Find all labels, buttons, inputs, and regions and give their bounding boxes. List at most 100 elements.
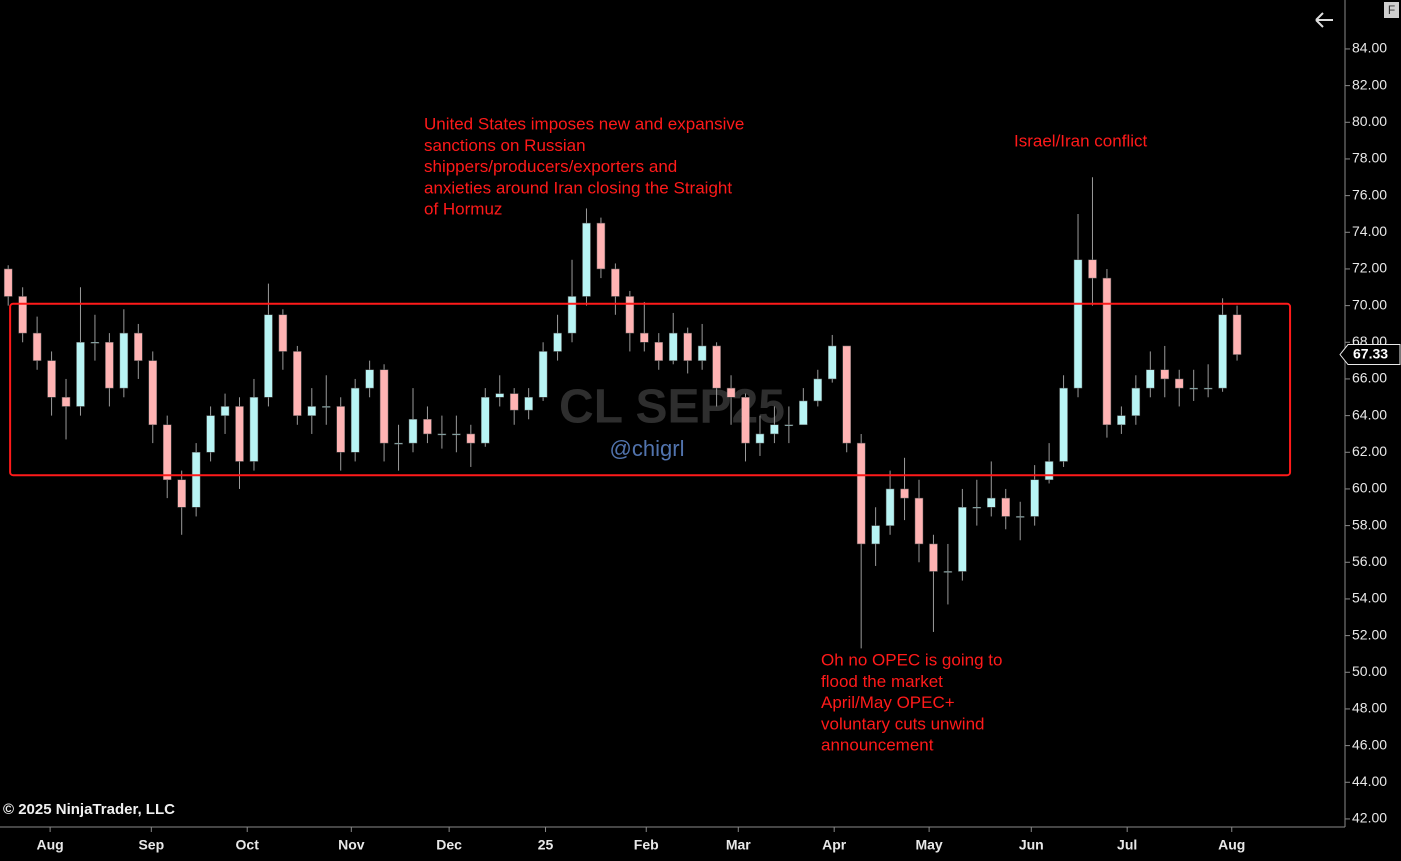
- y-tick-label: 80.00: [1352, 113, 1387, 129]
- x-tick-label: Feb: [634, 837, 659, 853]
- candle-body: [90, 342, 100, 344]
- candle-body: [148, 360, 158, 426]
- candle-body: [943, 571, 953, 573]
- candle-body: [1073, 259, 1083, 389]
- x-tick-label: Aug: [37, 837, 64, 853]
- candle-body: [668, 332, 678, 361]
- last-price-marker: [1339, 344, 1401, 366]
- annotation: sanctions on Russian: [424, 136, 586, 155]
- y-tick-label: 70.00: [1352, 296, 1387, 312]
- candle-body: [1189, 387, 1198, 390]
- annotation: announcement: [821, 736, 934, 755]
- candle-body: [495, 393, 504, 398]
- candle-body: [264, 314, 273, 398]
- candle-body: [394, 442, 403, 445]
- annotation: anxieties around Iran closing the Straig…: [424, 178, 732, 197]
- candle-body: [1088, 259, 1097, 279]
- annotation: flood the market: [821, 672, 943, 691]
- candle-body: [452, 433, 461, 436]
- x-tick-label: Jun: [1019, 837, 1044, 853]
- candle-body: [177, 479, 186, 508]
- y-tick-label: 42.00: [1352, 810, 1387, 826]
- candle-body: [856, 442, 866, 545]
- y-tick-label: 76.00: [1352, 186, 1387, 202]
- x-tick-label: Dec: [436, 837, 462, 853]
- candle-body: [206, 415, 215, 453]
- candle-body: [900, 488, 909, 499]
- candle-body: [322, 406, 331, 408]
- back-arrow[interactable]: [1315, 12, 1333, 28]
- candle-body: [929, 543, 938, 572]
- candle-body: [697, 345, 707, 361]
- candle-body: [784, 424, 794, 427]
- candle-body: [336, 406, 345, 453]
- candle-body: [76, 342, 85, 407]
- candle-body: [278, 314, 288, 352]
- annotation: April/May OPEC+: [821, 693, 955, 712]
- candle-body: [293, 351, 302, 416]
- candle-body: [162, 424, 172, 481]
- candle-body: [1117, 415, 1126, 426]
- candle-body: [379, 369, 389, 444]
- candle-body: [1015, 516, 1025, 518]
- y-tick-label: 44.00: [1352, 773, 1387, 789]
- candle-body: [885, 488, 895, 526]
- candle-body: [712, 345, 721, 389]
- candle-body: [914, 497, 924, 545]
- candle-body: [1174, 378, 1184, 389]
- candle-body: [1131, 387, 1141, 416]
- last-price-label: 67.33: [1353, 345, 1388, 361]
- x-tick-label: Nov: [338, 837, 365, 853]
- x-tick-label: Jul: [1117, 837, 1137, 853]
- candle-body: [1030, 479, 1039, 517]
- candle-body: [654, 342, 664, 361]
- candle-body: [61, 397, 71, 407]
- y-tick-label: 58.00: [1352, 516, 1387, 532]
- candle-body: [625, 296, 635, 334]
- y-tick-label: 50.00: [1352, 663, 1387, 679]
- x-tick-label: May: [915, 837, 942, 853]
- annotation: Oh no OPEC is going to: [821, 650, 1002, 669]
- candle-body: [191, 452, 201, 508]
- watermark: CL SEP25: [559, 381, 785, 434]
- y-tick-label: 54.00: [1352, 590, 1387, 606]
- corner-button-label[interactable]: F: [1388, 3, 1395, 17]
- candle-body: [640, 332, 649, 343]
- candle-body: [726, 387, 736, 398]
- x-tick-label: Mar: [726, 837, 751, 853]
- candle-body: [567, 296, 577, 334]
- candle-body: [481, 397, 490, 444]
- candle-body: [509, 393, 519, 411]
- candle-body: [466, 433, 476, 444]
- y-tick-label: 72.00: [1352, 260, 1387, 276]
- candle-body: [770, 424, 779, 435]
- candle-body: [220, 406, 230, 416]
- candle-body: [134, 332, 143, 361]
- candle-body: [249, 397, 259, 462]
- candle-body: [423, 419, 432, 435]
- candle-body: [958, 507, 967, 572]
- candle-body: [18, 296, 27, 334]
- candle-body: [741, 397, 750, 444]
- x-tick-label: Aug: [1218, 837, 1245, 853]
- candle-body: [1044, 461, 1054, 481]
- annotation: Israel/Iran conflict: [1014, 131, 1147, 150]
- candle-body: [235, 406, 244, 462]
- annotation: shippers/producers/exporters and: [424, 157, 677, 176]
- candle-body: [1146, 369, 1155, 389]
- candle-body: [987, 497, 996, 508]
- candle-body: [32, 332, 42, 361]
- candle-body: [365, 369, 374, 389]
- y-tick-label: 52.00: [1352, 626, 1387, 642]
- annotation: United States imposes new and expansive: [424, 114, 744, 133]
- range-zone: [9, 302, 1292, 477]
- x-tick-label: 25: [538, 837, 554, 853]
- candle-body: [437, 433, 447, 436]
- y-tick-label: 62.00: [1352, 443, 1387, 459]
- corner-button[interactable]: [1384, 2, 1399, 18]
- y-tick-label: 66.00: [1352, 370, 1387, 386]
- candle-body: [1001, 497, 1010, 517]
- candle-body: [1203, 387, 1213, 390]
- copyright: © 2025 NinjaTrader, LLC: [3, 801, 175, 818]
